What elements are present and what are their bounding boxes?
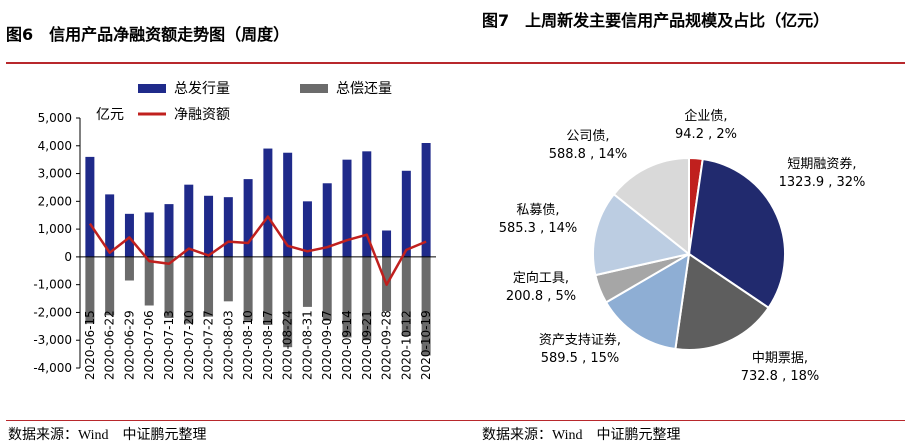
- legend-issuance-label: 总发行量: [174, 81, 230, 97]
- y-tick-label: 2,000: [38, 194, 72, 208]
- x-tick-label: 2020-10-12: [399, 310, 413, 380]
- y-tick-label: 4,000: [38, 139, 72, 153]
- pie-label-name: 定向工具,: [513, 270, 569, 286]
- repayment-bar: [164, 256, 174, 318]
- repayment-bar: [223, 256, 233, 302]
- pie-label-value: 589.5 , 15%: [541, 351, 620, 366]
- legend-net-label: 净融资额: [174, 107, 230, 123]
- x-tick-label: 2020-08-31: [300, 310, 314, 380]
- x-tick-label: 2020-09-07: [320, 310, 334, 380]
- repayment-bar: [85, 256, 95, 324]
- repayment-bar: [105, 256, 115, 316]
- issuance-bar: [184, 184, 194, 257]
- repayment-bar: [263, 256, 273, 325]
- y-tick-label: 3,000: [38, 167, 72, 181]
- x-tick-label: 2020-08-10: [241, 310, 255, 380]
- pie-label-name: 私募债,: [516, 203, 559, 218]
- y-tick-label: -4,000: [33, 361, 72, 375]
- issuance-bar: [223, 197, 233, 257]
- net-financing-line: [88, 215, 427, 286]
- pie-label-value: 732.8 , 18%: [741, 369, 820, 384]
- repayment-bar: [322, 256, 332, 321]
- repayment-bar: [124, 256, 134, 281]
- y-tick-label: -3,000: [33, 333, 72, 347]
- repayment-bar: [362, 256, 372, 341]
- repayment-bar: [204, 256, 214, 317]
- issuance-bar: [302, 201, 312, 257]
- pie-label-name: 短期融资券,: [787, 156, 856, 172]
- issuance-bar: [362, 151, 372, 257]
- y-tick-label: 1,000: [38, 222, 72, 236]
- x-tick-label: 2020-08-24: [281, 310, 295, 380]
- y-tick-label: -2,000: [33, 305, 72, 319]
- repayment-bar: [401, 256, 411, 337]
- issuance-bar: [105, 194, 115, 257]
- right-source-note: 数据来源：Wind 中证鹏元整理: [482, 428, 681, 443]
- repayment-bar: [243, 256, 253, 321]
- x-tick-label: 2020-07-27: [202, 310, 216, 380]
- repayment-bar: [283, 256, 293, 348]
- pie-label-name: 中期票据,: [752, 351, 808, 366]
- unit-label: 亿元: [96, 107, 124, 123]
- right-figure-title: 图7 上周新发主要信用产品规模及占比（亿元）: [482, 11, 830, 30]
- issuance-bar: [382, 230, 392, 257]
- issuance-bar: [124, 213, 134, 257]
- credit-product-pie-chart: 企业债, 94.2 , 2% 短期融资券, 1323.9 , 32% 中期票据, 732.…: [499, 108, 866, 384]
- pie-slice-2: [687, 157, 787, 310]
- left-figure-title: 图6 信用产品净融资额走势图（周度）: [6, 25, 290, 44]
- pie-label-value: 585.3 , 14%: [499, 221, 578, 236]
- x-tick-label: 2020-06-15: [83, 310, 97, 380]
- issuance-bar: [322, 183, 332, 257]
- pie-label-name: 资产支持证券,: [539, 332, 621, 348]
- x-tick-label: 2020-06-22: [103, 310, 117, 380]
- y-tick-label: 5,000: [38, 111, 72, 125]
- issuance-bar: [144, 212, 154, 257]
- pie-slice-6: [592, 192, 692, 277]
- x-tick-label: 2020-08-03: [221, 310, 235, 380]
- x-tick-label: 2020-09-14: [340, 310, 354, 380]
- repayment-bar: [184, 256, 194, 324]
- pie-slice-4: [604, 252, 691, 351]
- pie-slice-3: [674, 252, 770, 351]
- repayment-bar: [421, 256, 431, 356]
- issuance-bar: [342, 159, 352, 257]
- issuance-bar: [164, 204, 174, 257]
- x-tick-label: 2020-09-21: [360, 310, 374, 380]
- issuance-bar: [283, 152, 293, 257]
- legend-repayment-swatch: [300, 84, 328, 93]
- repayment-bar: [342, 256, 352, 338]
- issuance-bar: [263, 148, 273, 257]
- pie-label-value: 94.2 , 2%: [675, 127, 737, 142]
- x-tick-label: 2020-06-29: [122, 310, 136, 380]
- repayment-bar: [144, 256, 154, 306]
- issuance-bar: [204, 195, 214, 257]
- repayment-bar: [302, 256, 312, 307]
- left-source-note: 数据来源：Wind 中证鹏元整理: [8, 428, 207, 443]
- y-tick-label: 0: [64, 250, 72, 264]
- net-financing-chart: -4,000 -3,000 -2,000 -1,000 0 1,000 2,000 3,000…: [33, 81, 436, 380]
- top-rule: [6, 62, 905, 64]
- pie-label-name: 企业债,: [684, 108, 727, 124]
- pie-label-name: 公司债,: [566, 129, 609, 144]
- pie-label-value: 200.8 , 5%: [506, 289, 576, 304]
- x-tick-label: 2020-07-13: [162, 310, 176, 380]
- issuance-bar: [421, 143, 431, 257]
- issuance-bar: [401, 170, 411, 257]
- legend-repayment-label: 总偿还量: [336, 81, 392, 97]
- pie-label-value: 1323.9 , 32%: [779, 175, 866, 190]
- issuance-bar: [85, 156, 95, 257]
- x-tick-label: 2020-07-20: [182, 310, 196, 380]
- x-tick-label: 2020-07-06: [142, 310, 156, 380]
- pie-label-value: 588.8 , 14%: [549, 147, 628, 162]
- legend-issuance-swatch: [138, 84, 166, 93]
- issuance-bar: [243, 179, 253, 257]
- x-tick-label: 2020-10-19: [419, 310, 433, 380]
- y-tick-label: -1,000: [33, 278, 72, 292]
- pie-slice-7: [612, 156, 690, 257]
- x-tick-label: 2020-08-17: [261, 310, 275, 380]
- x-tick-label: 2020-09-28: [380, 310, 394, 380]
- bottom-rule: [6, 420, 905, 421]
